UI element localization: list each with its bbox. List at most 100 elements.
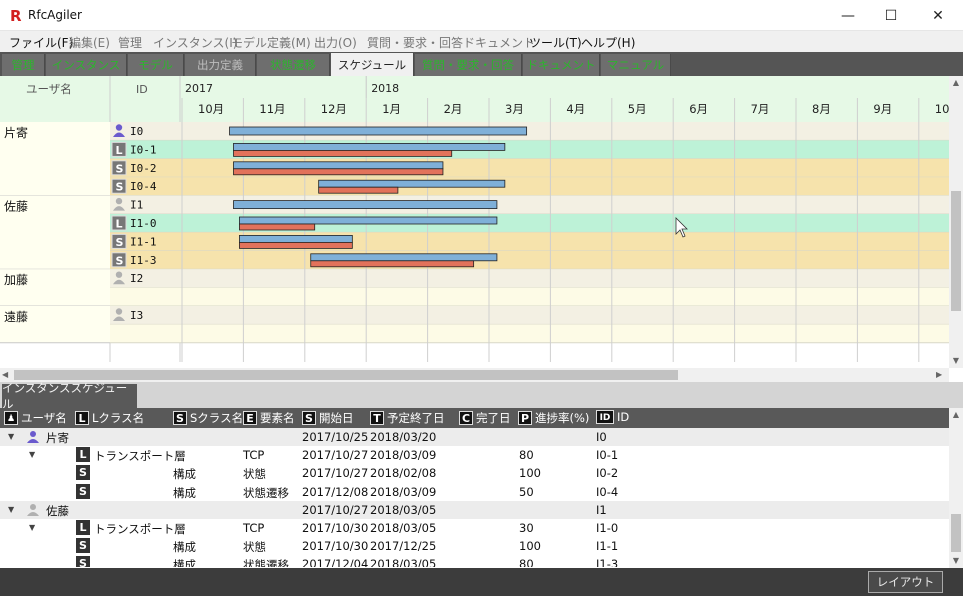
tab-documents[interactable]: ドキュメント <box>523 54 600 76</box>
gantt-vertical-scrollbar[interactable]: ▲ ▼ <box>949 76 963 368</box>
gantt-progress-bar[interactable] <box>318 186 399 194</box>
gantt-hscroll-thumb[interactable] <box>14 370 678 380</box>
tab-manage[interactable]: 管理 <box>2 54 45 76</box>
menu-qa[interactable]: 質問・要求・回答 <box>367 36 464 50</box>
scroll-up-icon[interactable]: ▲ <box>952 410 960 419</box>
col-start[interactable]: S 開始日 <box>302 410 354 426</box>
gantt-row-bg <box>110 214 949 233</box>
tree-toggle-icon[interactable]: ▼ <box>29 450 36 460</box>
instance-row[interactable]: ▼ L トランスポート層 TCP 2017/10/30 2018/03/05 30 I1-0 <box>0 519 949 537</box>
gantt-schedule-bar[interactable] <box>229 126 528 136</box>
instance-progress: 50 <box>519 484 534 499</box>
instance-progress: 80 <box>519 557 534 567</box>
gantt-schedule-bar[interactable] <box>239 216 498 225</box>
instance-vertical-scrollbar[interactable]: ▲ ▼ <box>949 408 963 568</box>
gantt-col-user-label: ユーザ名 <box>26 82 72 96</box>
col-user[interactable]: ♟ ユーザ名 <box>4 410 67 426</box>
gantt-progress-bar[interactable] <box>239 241 353 249</box>
instance-lclass: トランスポート層 <box>94 449 186 464</box>
gantt-schedule-bar[interactable] <box>233 161 444 170</box>
menu-help[interactable]: ヘルプ(H) <box>581 36 636 50</box>
scroll-down-icon[interactable]: ▼ <box>952 356 960 365</box>
user-col-icon: ♟ <box>4 411 18 425</box>
gantt-progress-bar[interactable] <box>239 223 316 231</box>
menu-output[interactable]: 出力(O) <box>314 36 357 50</box>
gantt-progress-bar[interactable] <box>233 150 453 157</box>
user-icon <box>115 308 123 315</box>
scroll-right-icon[interactable]: ▶ <box>936 370 943 379</box>
instance-vscroll-thumb[interactable] <box>951 514 961 552</box>
instance-progress: 100 <box>519 466 541 481</box>
tab-manual[interactable]: マニュアル <box>601 54 671 76</box>
instance-row[interactable]: ▼ 佐藤 2017/10/27 2018/03/05 I1 <box>0 500 949 519</box>
tab-instance-schedule[interactable]: インスタンススケジュール <box>2 381 137 411</box>
scroll-left-icon[interactable]: ◀ <box>2 370 9 379</box>
gantt-user-cell <box>0 306 110 343</box>
instance-row[interactable]: ▼ 片寄 2017/10/25 2018/03/20 I0 <box>0 428 949 446</box>
layout-button[interactable]: レイアウト <box>868 571 943 593</box>
gantt-month-label: 10月 <box>198 102 224 116</box>
gantt-row-id: I1 <box>130 199 143 212</box>
instance-sclass: 構成 <box>173 485 196 500</box>
col-id[interactable]: ID ID <box>596 410 629 424</box>
user-icon <box>27 431 39 443</box>
menu-model-def[interactable]: モデル定義(M) <box>231 36 311 50</box>
menu-documents[interactable]: ドキュメント <box>463 36 536 50</box>
scroll-up-icon[interactable]: ▲ <box>952 78 960 87</box>
tree-toggle-icon[interactable]: ▼ <box>8 432 15 441</box>
instance-row[interactable]: ▼ L トランスポート層 TCP 2017/10/27 2018/03/09 80 I0-1 <box>0 446 949 465</box>
gantt-schedule-bar[interactable] <box>318 179 506 188</box>
instance-start-date: 2017/12/08 <box>302 484 369 499</box>
menu-instance[interactable]: インスタンス(I) <box>153 36 238 50</box>
gantt-row-id: I0-4 <box>130 180 157 193</box>
gantt-row-id: I0-1 <box>130 143 157 156</box>
instance-user-name: 片寄 <box>46 431 69 445</box>
title-bar: R RfcAgiler — ☐ ✕ <box>0 0 963 31</box>
gantt-month-label: 10月 <box>935 102 949 116</box>
col-start-label: 開始日 <box>319 411 354 425</box>
col-element[interactable]: E 要素名 <box>243 410 295 426</box>
instance-row[interactable]: S 構成 状態 2017/10/30 2017/12/25 100 I1-1 <box>0 537 949 556</box>
tab-model[interactable]: モデル <box>128 54 184 76</box>
instance-row[interactable]: S 構成 状態遷移 2017/12/08 2018/03/09 50 I0-4 <box>0 482 949 501</box>
tab-qa[interactable]: 質問・要求・回答 <box>415 54 522 76</box>
menu-tools[interactable]: ツール(T) <box>529 36 582 50</box>
gantt-progress-bar[interactable] <box>233 168 444 176</box>
col-sclass[interactable]: S Sクラス名 <box>173 410 243 426</box>
minimize-button[interactable]: — <box>825 0 871 31</box>
instance-row[interactable]: S 構成 状態遷移 2017/12/04 2018/03/05 80 I1-3 <box>0 555 949 567</box>
instance-row[interactable]: S 構成 状態 2017/10/27 2018/02/08 100 I0-2 <box>0 464 949 483</box>
instance-progress: 30 <box>519 521 534 535</box>
gantt-horizontal-scrollbar[interactable]: ◀ ▶ <box>0 368 949 382</box>
gantt-row-bg <box>110 306 949 325</box>
menu-file[interactable]: ファイル(F) <box>9 36 74 50</box>
gantt-schedule-bar[interactable] <box>310 253 498 262</box>
gantt-schedule-bar[interactable] <box>233 200 498 209</box>
s-class-icon <box>111 252 127 268</box>
tree-toggle-icon[interactable]: ▼ <box>29 523 36 532</box>
tree-toggle-icon[interactable]: ▼ <box>8 504 15 514</box>
gantt-vscroll-thumb[interactable] <box>951 191 961 311</box>
col-progress[interactable]: P 進捗率(%) <box>518 410 589 426</box>
menu-edit[interactable]: 編集(E) <box>69 36 110 50</box>
tab-state-transition[interactable]: 状態遷移 <box>257 54 330 76</box>
col-done[interactable]: C 完了日 <box>459 410 511 426</box>
l-badge-icon: L <box>75 411 89 425</box>
window-title: RfcAgiler <box>28 8 82 22</box>
gantt-schedule-bar[interactable] <box>239 234 353 243</box>
close-button[interactable]: ✕ <box>915 0 961 31</box>
gantt-progress-bar[interactable] <box>310 260 475 268</box>
user-icon <box>27 503 39 516</box>
gantt-year-label: 2018 <box>371 82 399 95</box>
maximize-button[interactable]: ☐ <box>868 0 914 31</box>
gantt-schedule-bar[interactable] <box>233 143 506 151</box>
menu-manage[interactable]: 管理 <box>118 36 143 50</box>
tab-schedule[interactable]: スケジュール <box>331 53 414 76</box>
scroll-down-icon[interactable]: ▼ <box>952 556 960 565</box>
tab-output-def[interactable]: 出力定義 <box>185 54 256 76</box>
col-planned-end[interactable]: T 予定終了日 <box>370 410 445 426</box>
gantt-year-label: 2017 <box>185 82 213 95</box>
tab-instance[interactable]: インスタンス <box>46 54 127 76</box>
col-lclass[interactable]: L Lクラス名 <box>75 410 144 426</box>
